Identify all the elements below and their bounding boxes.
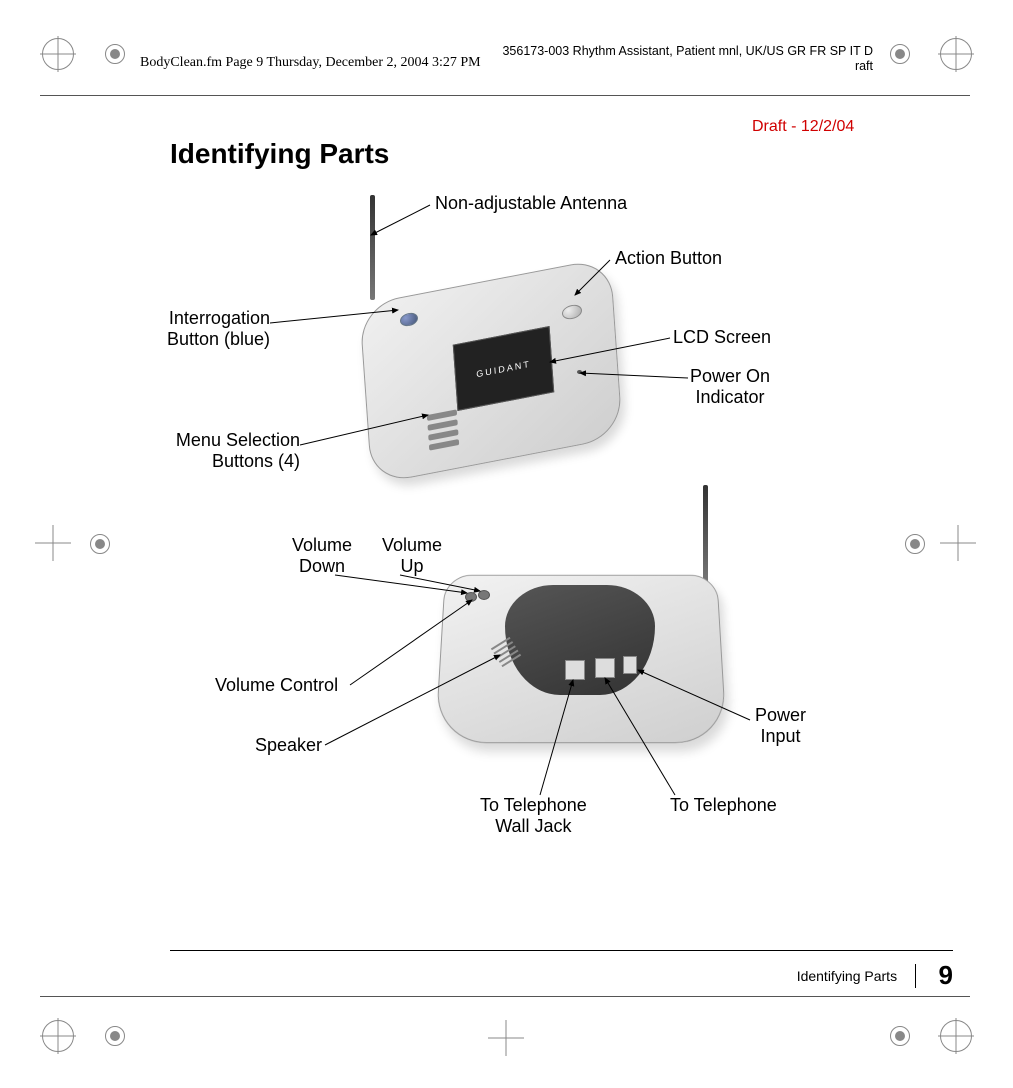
label-vol-control: Volume Control: [215, 675, 338, 696]
phone-port-icon: [595, 658, 615, 678]
label-interrogation-l1: Interrogation: [169, 308, 270, 328]
label-power-on-l2: Indicator: [696, 387, 765, 407]
footer-page-number: 9: [921, 960, 953, 991]
label-vol-up: Volume Up: [382, 535, 442, 576]
label-vol-up-l1: Volume: [382, 535, 442, 555]
crop-mark-tl: [42, 38, 74, 70]
parts-diagram: GUIDANT: [170, 180, 870, 850]
label-vol-down-l2: Down: [299, 556, 345, 576]
crop-mark-br: [940, 1020, 972, 1052]
label-speaker: Speaker: [255, 735, 322, 756]
volume-up-icon: [478, 590, 490, 600]
power-port-icon: [623, 656, 637, 674]
crop-mark-tr: [940, 38, 972, 70]
footer-section: Identifying Parts: [797, 964, 916, 988]
footer-rule: [170, 950, 953, 951]
page-footer: Identifying Parts 9: [0, 960, 953, 991]
label-vol-down-l1: Volume: [292, 535, 352, 555]
phone-wall-port-icon: [565, 660, 585, 680]
reg-dot-br: [890, 1026, 910, 1046]
header-left: BodyClean.fm Page 9 Thursday, December 2…: [140, 55, 481, 71]
label-antenna: Non-adjustable Antenna: [435, 193, 627, 214]
label-vol-down: Volume Down: [292, 535, 352, 576]
reg-dot-tl: [105, 44, 125, 64]
label-lcd: LCD Screen: [673, 327, 771, 348]
header-right: 356173-003 Rhythm Assistant, Patient mnl…: [502, 44, 873, 74]
label-power-input: Power Input: [755, 705, 806, 746]
cross-bottom: [488, 1020, 524, 1056]
label-menu: Menu Selection Buttons (4): [165, 430, 300, 471]
device-rear-view: [420, 510, 740, 770]
antenna-rear-icon: [703, 485, 708, 585]
label-action-button: Action Button: [615, 248, 722, 269]
header-right-line2: raft: [855, 59, 873, 73]
volume-down-icon: [465, 592, 477, 602]
page-title: Identifying Parts: [170, 138, 389, 170]
power-led-icon: [577, 370, 582, 374]
label-interrogation-l2: Button (blue): [167, 329, 270, 349]
label-power-in-l2: Input: [760, 726, 800, 746]
reg-dot-tr: [890, 44, 910, 64]
reg-dot-bl: [105, 1026, 125, 1046]
label-menu-l2: Buttons (4): [212, 451, 300, 471]
label-power-on-l1: Power On: [690, 366, 770, 386]
header-right-line1: 356173-003 Rhythm Assistant, Patient mnl…: [502, 44, 873, 58]
label-interrogation: Interrogation Button (blue): [160, 308, 270, 349]
label-power-on: Power On Indicator: [690, 366, 770, 407]
label-power-in-l1: Power: [755, 705, 806, 725]
crop-mark-bl: [42, 1020, 74, 1052]
label-tel: To Telephone: [670, 795, 777, 816]
label-menu-l1: Menu Selection: [176, 430, 300, 450]
menu-buttons-icon: [427, 405, 460, 454]
label-tel-wall-l2: Wall Jack: [495, 816, 571, 836]
device-top-view: GUIDANT: [365, 250, 635, 470]
draft-stamp: Draft - 12/2/04: [752, 118, 854, 136]
label-tel-wall-l1: To Telephone: [480, 795, 587, 815]
antenna-icon: [370, 195, 375, 300]
label-tel-wall: To Telephone Wall Jack: [480, 795, 587, 836]
label-vol-up-l2: Up: [401, 556, 424, 576]
